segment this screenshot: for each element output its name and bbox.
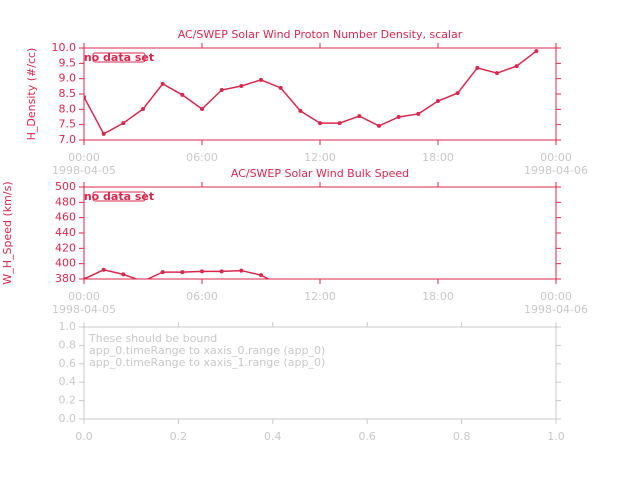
y-tick-label: 0.6: [59, 357, 77, 370]
data-point: [101, 131, 106, 136]
x-tick-label: 12:00: [304, 290, 336, 303]
data-point: [416, 111, 421, 116]
y-tick-label: 9.0: [59, 72, 77, 85]
data-point: [160, 81, 165, 86]
data-point: [475, 65, 480, 70]
data-point: [278, 85, 283, 90]
x-date-label: 1998-04-06: [524, 164, 588, 177]
y-tick-label: 0.2: [59, 394, 77, 407]
annotation: app_0.timeRange to xaxis_0.range (app_0): [89, 344, 325, 357]
x-tick-label: 0.6: [358, 430, 376, 443]
y-tick-label: 0.4: [59, 375, 77, 388]
x-tick-label: 0.0: [75, 430, 93, 443]
plot-data: [84, 49, 539, 136]
data-point: [180, 92, 185, 97]
y-tick-label: 8.5: [59, 87, 77, 100]
panel-title: AC/SWEP Solar Wind Proton Number Density…: [178, 28, 463, 41]
y-tick-label: 0.8: [59, 338, 77, 351]
data-point: [219, 269, 224, 274]
y-tick-label: 9.5: [59, 56, 77, 69]
y-tick-label: 380: [55, 272, 76, 285]
data-point: [239, 268, 244, 273]
data-line: [84, 50, 537, 135]
data-point: [200, 107, 204, 112]
x-tick-label: 00:00: [540, 151, 572, 164]
data-point: [337, 121, 342, 126]
data-point: [495, 71, 499, 76]
data-point: [121, 272, 126, 277]
data-point: [200, 269, 204, 274]
panel-title: AC/SWEP Solar Wind Bulk Speed: [231, 167, 409, 180]
annotation: app_0.timeRange to xaxis_1.range (app_0): [89, 356, 325, 369]
x-tick-label: 18:00: [422, 151, 454, 164]
x-tick-label: 18:00: [422, 290, 454, 303]
y-axis-label: W_H_Speed (km/s): [1, 181, 14, 284]
x-date-label: 1998-04-05: [52, 303, 116, 316]
data-point: [219, 88, 224, 93]
y-tick-label: 500: [55, 180, 76, 193]
x-tick-label: 0.8: [453, 430, 471, 443]
x-tick-label: 06:00: [186, 151, 218, 164]
data-point: [318, 121, 322, 126]
y-tick-label: 440: [55, 226, 76, 239]
badge: no data set: [84, 51, 154, 64]
y-tick-label: 7.5: [59, 118, 77, 131]
y-tick-label: 8.0: [59, 102, 77, 115]
data-point: [160, 270, 165, 275]
data-point: [84, 95, 86, 100]
data-point: [239, 84, 244, 89]
data-point: [436, 99, 440, 104]
y-tick-label: 1.0: [59, 320, 77, 333]
plot-frame: [83, 326, 557, 420]
plot-frame: [83, 186, 557, 280]
plot-data: [84, 267, 283, 287]
x-tick-label: 00:00: [68, 290, 100, 303]
y-tick-label: 460: [55, 211, 76, 224]
data-point: [180, 270, 185, 275]
data-point: [455, 91, 460, 96]
data-point: [514, 64, 519, 69]
x-tick-label: 00:00: [68, 151, 100, 164]
y-tick-label: 10.0: [52, 41, 77, 54]
data-point: [84, 277, 86, 279]
data-point: [534, 49, 539, 54]
y-tick-label: 400: [55, 257, 76, 270]
x-tick-label: 0.4: [264, 430, 282, 443]
data-point: [357, 114, 362, 119]
badge-box: [92, 52, 146, 63]
x-tick-label: 1.0: [547, 430, 565, 443]
data-point: [377, 123, 381, 128]
data-point: [141, 279, 145, 283]
y-tick-label: 0.0: [59, 412, 77, 425]
data-point: [101, 267, 106, 272]
data-point: [259, 77, 263, 82]
data-point: [396, 115, 401, 119]
y-tick-label: 480: [55, 195, 76, 208]
x-tick-label: 06:00: [186, 290, 218, 303]
data-point: [298, 108, 303, 113]
data-point: [141, 107, 145, 112]
badge: no data set: [84, 190, 154, 203]
x-date-label: 1998-04-05: [52, 164, 116, 177]
annotation: These should be bound: [88, 332, 217, 345]
y-tick-label: 7.0: [59, 133, 77, 146]
x-tick-label: 12:00: [304, 151, 336, 164]
data-point: [279, 283, 283, 287]
x-date-label: 1998-04-06: [524, 303, 588, 316]
data-point: [121, 121, 126, 126]
x-tick-label: 00:00: [540, 290, 572, 303]
data-point: [259, 273, 263, 278]
x-tick-label: 0.2: [170, 430, 188, 443]
y-axis-label: H_Density (#/cc): [25, 48, 38, 141]
badge-box: [92, 191, 146, 202]
y-tick-label: 420: [55, 241, 76, 254]
